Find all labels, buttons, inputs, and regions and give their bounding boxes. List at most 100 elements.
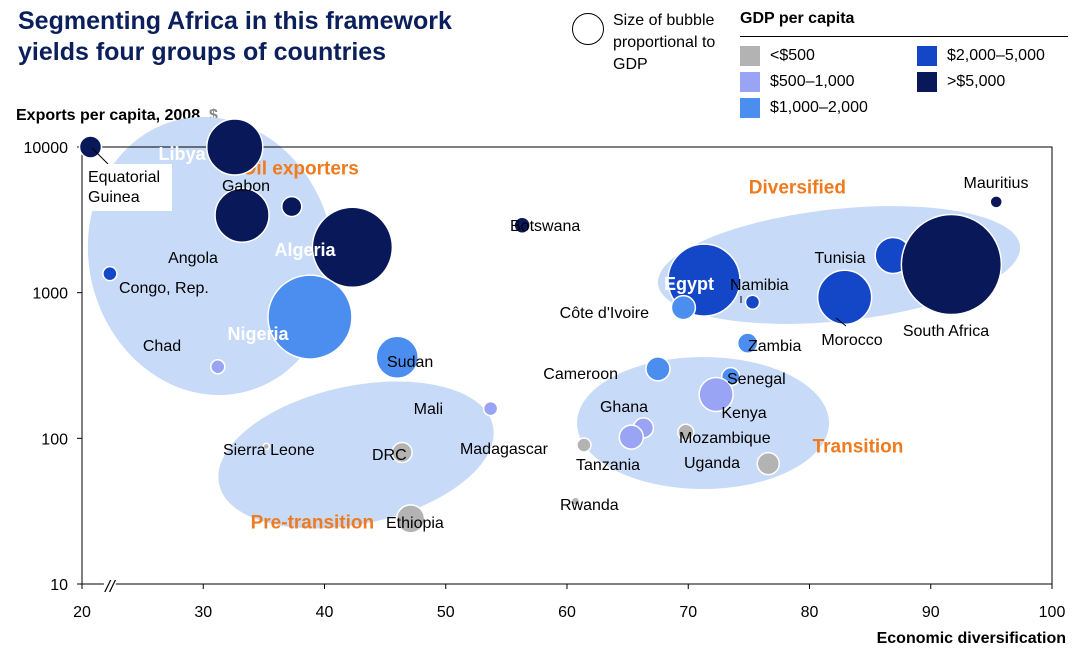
legend-label: >$5,000 (947, 73, 1006, 90)
legend-title: GDP per capita (740, 10, 855, 27)
point-label: South Africa (903, 323, 989, 340)
legend-divider (740, 36, 1068, 37)
point-label: Cameroon (543, 366, 618, 383)
bubble (391, 441, 413, 464)
bubble (900, 213, 1003, 316)
x-tick-label: 70 (679, 604, 697, 621)
bubble (570, 496, 581, 506)
legend-swatch (740, 72, 760, 92)
bubble (576, 437, 592, 453)
bubble (513, 216, 531, 235)
y-axis-unit: $ (208, 107, 218, 124)
group-label: Pre-transition (251, 513, 375, 534)
point-label: Angola (168, 250, 218, 267)
legend-label: $2,000–5,000 (947, 47, 1045, 64)
point-label: Sudan (387, 354, 433, 371)
y-tick-label: 10000 (24, 140, 69, 157)
point-label: Mali (414, 401, 443, 418)
legend-label: <$500 (770, 47, 815, 64)
axis-break: // (104, 577, 117, 596)
legend-swatch (917, 46, 937, 66)
bubble-size-key-icon (572, 13, 604, 45)
legend-swatch (740, 98, 760, 118)
x-tick-label: 40 (316, 604, 334, 621)
legend-swatch (740, 46, 760, 66)
x-tick-label: 30 (194, 604, 212, 621)
point-label: Sierra Leone (223, 442, 315, 459)
bubble (206, 118, 264, 176)
y-tick-label: 1000 (32, 286, 68, 303)
bubble (482, 400, 499, 417)
bubble (989, 195, 1003, 209)
y-tick-label: 10 (50, 577, 68, 594)
x-tick-label: 80 (801, 604, 819, 621)
point-label: Ethiopia (386, 515, 444, 532)
point-label: Tanzania (576, 457, 640, 474)
point-label-line: Equatorial (88, 169, 160, 186)
bubble (267, 274, 353, 360)
point-label: Kenya (721, 405, 766, 422)
point-label: Gabon (222, 178, 270, 195)
point-label: Senegal (727, 371, 786, 388)
point-label: Zambia (748, 338, 801, 355)
group-label: Oil exporters (242, 158, 359, 179)
y-axis-title: Exports per capita, 2008, $ (16, 107, 218, 125)
leader-line (91, 147, 109, 165)
bubble (214, 187, 270, 243)
x-tick-label: 60 (558, 604, 576, 621)
bubble (756, 451, 781, 476)
point-label: DRC (372, 447, 407, 464)
point-label: Equatorial Guinea (88, 169, 160, 206)
legend-label: $500–1,000 (770, 73, 855, 90)
title-line-2: yields four groups of countries (18, 38, 387, 66)
point-label: Egypt (664, 274, 714, 294)
point-label: Chad (143, 338, 181, 355)
label-box (84, 164, 172, 211)
pre-transition-region (218, 381, 494, 529)
legend-label: $1,000–2,000 (770, 99, 868, 116)
y-axis-label: Exports per capita, 2008, (16, 107, 205, 124)
bubble (645, 356, 671, 382)
bubble (670, 294, 697, 321)
legend-swatch (917, 72, 937, 92)
bubble (375, 335, 419, 380)
bubble (816, 269, 873, 326)
point-label: Tunisia (815, 250, 866, 267)
bubble (677, 423, 695, 442)
leader-line (835, 317, 847, 327)
bubble (210, 359, 226, 375)
bubble (102, 265, 118, 282)
point-label: Ghana (600, 399, 648, 416)
group-label: Transition (813, 436, 904, 457)
x-axis-title: Economic diversification (876, 630, 1066, 647)
bubble (281, 195, 303, 218)
chart-title: Segmenting Africa in this framework yiel… (18, 6, 452, 68)
bubble (618, 424, 645, 450)
y-tick-label: 100 (41, 431, 68, 448)
x-tick-label: 100 (1039, 604, 1066, 621)
point-label: Namibia (730, 277, 789, 294)
bubble-size-key-text: Size of bubble proportional to GDP (613, 12, 716, 73)
axis-break-gap (103, 576, 116, 592)
legend-item: >$5,000 (917, 72, 1005, 92)
group-label: Diversified (749, 177, 846, 198)
point-label: Morocco (821, 332, 882, 349)
x-tick-label: 20 (73, 604, 91, 621)
x-tick-label: 50 (437, 604, 455, 621)
bubble (698, 376, 734, 413)
point-label: Uganda (684, 455, 740, 472)
point-label: Libya (158, 144, 206, 164)
legend-item: <$500 (740, 46, 815, 66)
legend-item: $2,000–5,000 (917, 46, 1045, 66)
point-label: Algeria (274, 240, 336, 260)
point-label: Mozambique (679, 430, 771, 447)
point-label: Côte d'Ivoire (560, 305, 649, 322)
title-line-1: Segmenting Africa in this framework (18, 7, 452, 35)
point-label: Nigeria (227, 324, 289, 344)
bubble (744, 294, 761, 310)
point-label: Mauritius (964, 175, 1029, 192)
point-label: Botswana (510, 218, 580, 235)
bubble (262, 442, 271, 451)
point-label: Congo, Rep. (119, 280, 209, 297)
